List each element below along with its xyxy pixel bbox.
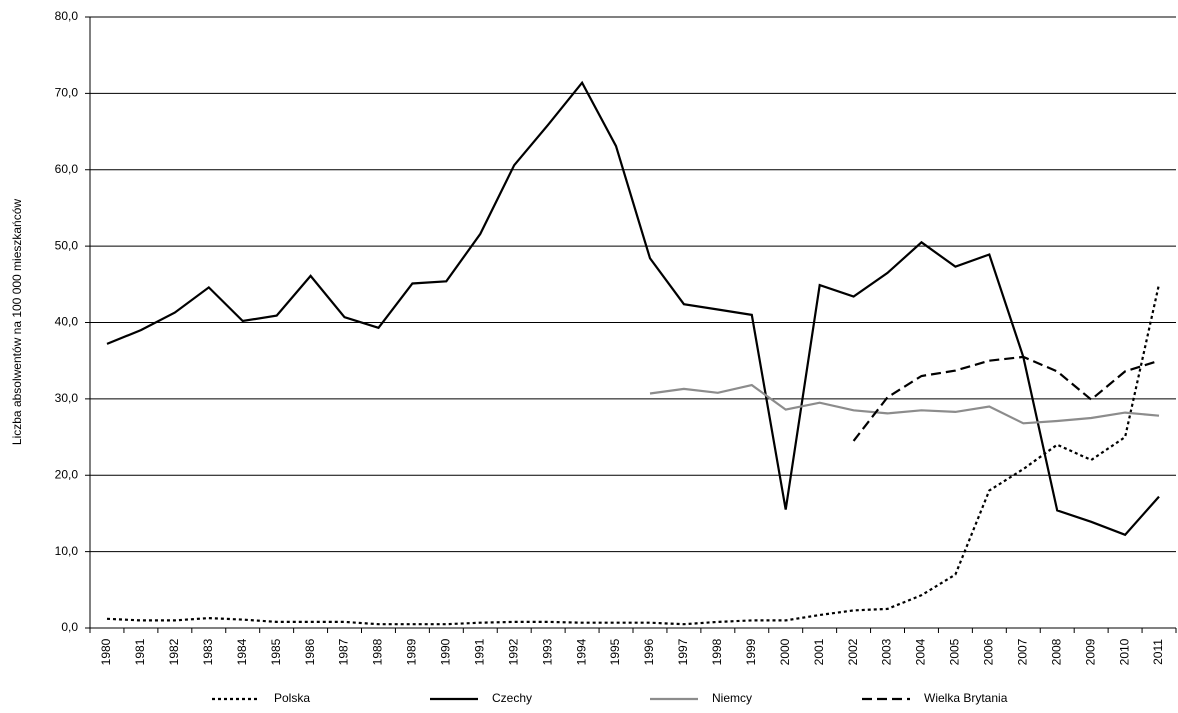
series-line [852,355,1160,442]
x-tick-label: 2008 [1049,638,1063,665]
x-tick-label: 1994 [574,638,588,665]
x-tick-label: 1982 [167,638,181,665]
x-tick-label: 2000 [778,638,792,665]
x-tick-label: 2003 [880,638,894,665]
x-tick-label: 1996 [642,638,656,665]
series-line [649,383,1160,425]
x-tick-label: 2001 [812,638,826,665]
x-tick-label: 1984 [235,638,249,665]
x-tick-label: 2007 [1015,638,1029,665]
x-tick-label: 2004 [914,638,928,665]
x-tick-label: 1995 [608,638,622,665]
x-tick-label: 1981 [133,638,147,665]
y-tick-label: 50,0 [55,238,79,252]
x-tick-label: 1987 [337,638,351,665]
x-tick-label: 1986 [303,638,317,665]
x-tick-label: 1988 [371,638,385,665]
y-tick-label: 30,0 [55,391,79,405]
x-tick-label: 1999 [744,638,758,665]
x-tick-label: 2010 [1117,638,1131,665]
x-tick-label: 2006 [982,638,996,665]
y-tick-label: 80,0 [55,9,79,23]
x-tick-label: 1985 [269,638,283,665]
x-tick-label: 1980 [99,638,113,665]
legend-label: Czechy [492,691,532,705]
x-tick-label: 1997 [676,638,690,665]
legend-label: Niemcy [712,691,752,705]
x-tick-label: 2002 [846,638,860,665]
x-tick-label: 1989 [405,638,419,665]
x-tick-label: 1991 [472,638,486,665]
legend-label: Wielka Brytania [924,691,1008,705]
y-tick-label: 40,0 [55,315,79,329]
series-line [106,284,1161,626]
x-tick-label: 2009 [1083,638,1097,665]
x-tick-label: 1983 [201,638,215,665]
x-tick-label: 1990 [439,638,453,665]
x-tick-label: 2011 [1151,639,1165,665]
y-tick-label: 60,0 [55,162,79,176]
x-tick-label: 1993 [540,638,554,665]
series-line [106,80,1160,537]
y-tick-label: 70,0 [55,86,79,100]
legend-label: Polska [274,691,310,705]
y-tick-label: 0,0 [61,620,78,634]
y-tick-label: 20,0 [55,467,79,481]
y-tick-label: 10,0 [55,544,79,558]
x-tick-label: 1992 [506,638,520,665]
y-axis-title: Liczba absolwentów na 100 000 mieszkańcó… [10,199,24,445]
x-tick-label: 2005 [948,638,962,665]
x-tick-label: 1998 [710,638,724,665]
